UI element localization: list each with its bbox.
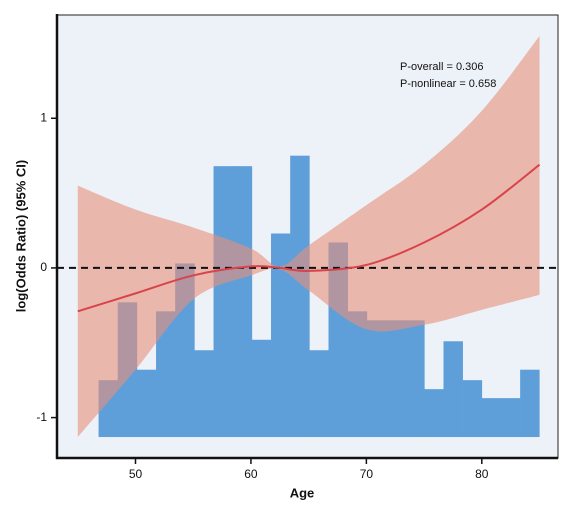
x-tick-label: 80	[475, 467, 489, 481]
histogram-bar	[520, 369, 540, 438]
x-tick-label: 70	[360, 467, 374, 481]
histogram-bar	[443, 341, 463, 438]
histogram-bar	[194, 350, 214, 438]
histogram-bar	[290, 155, 310, 438]
y-tick-label: -1	[36, 410, 47, 424]
histogram-bar	[213, 166, 233, 438]
histogram-bar	[347, 311, 368, 438]
histogram-bar	[366, 320, 387, 438]
spline-line	[77, 163, 541, 313]
histogram-bar	[271, 233, 291, 438]
histogram-bar	[232, 166, 253, 438]
annotation: P-overall = 0.306	[400, 61, 483, 73]
y-tick-label: 0	[40, 260, 47, 274]
x-tick-label: 50	[129, 467, 143, 481]
y-tick-label: 1	[40, 110, 47, 124]
histogram-bar	[136, 369, 157, 438]
histogram-bar	[251, 339, 272, 438]
annotation: P-nonlinear = 0.658	[400, 78, 496, 90]
histogram-bar	[500, 398, 521, 438]
histogram-bar	[481, 398, 502, 438]
x-axis-label: Age	[290, 485, 315, 500]
histogram-bar	[156, 311, 176, 438]
histogram-bar	[309, 350, 329, 438]
y-axis-label: log(Odds Ratio) (95% CI)	[13, 160, 28, 312]
histogram-bar	[462, 380, 483, 438]
histogram-bar	[405, 320, 425, 438]
histogram-bar	[385, 320, 406, 438]
confidence-band	[77, 35, 540, 438]
histogram-bar	[424, 389, 444, 438]
x-tick-label: 60	[244, 467, 258, 481]
plot-layer	[57, 35, 558, 438]
